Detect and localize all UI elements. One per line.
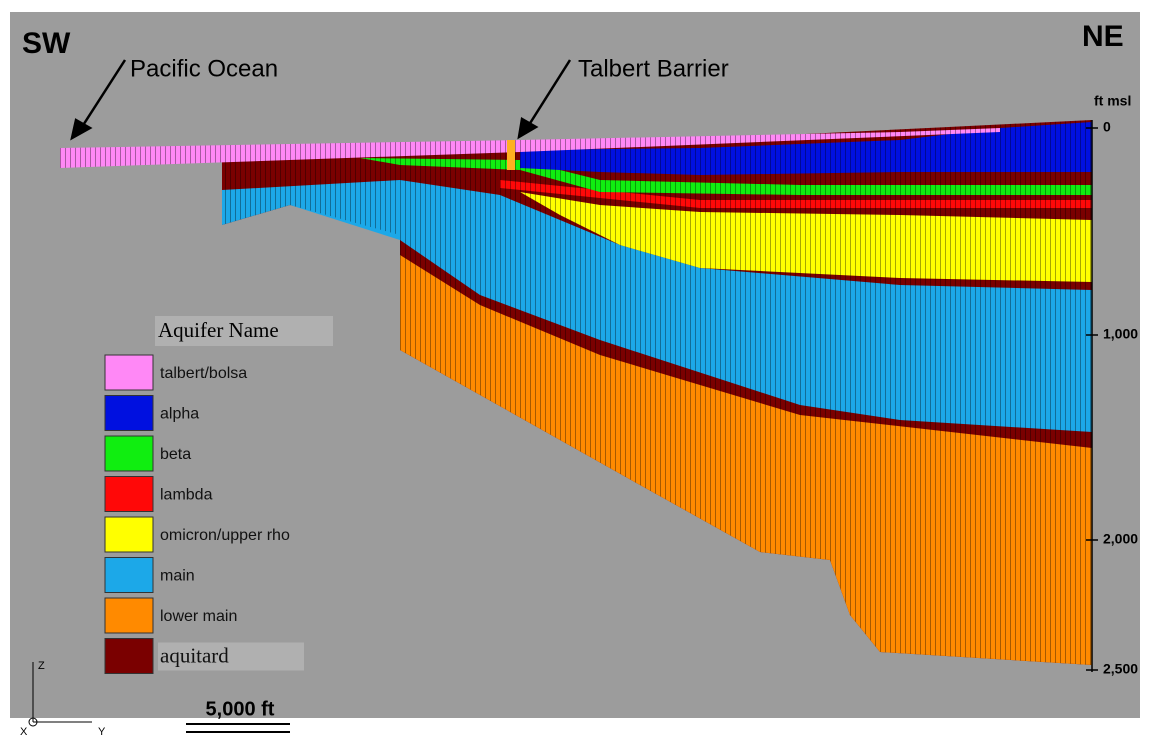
tick-label: 2,000 [1103,531,1138,547]
legend-label: aquitard [160,643,229,667]
legend-label: beta [160,446,191,463]
legend-label: lower main [160,608,237,625]
cross-section-view: SW NE Pacific Ocean Talbert Barrier ft m… [0,0,1155,740]
legend-title: Aquifer Name [158,318,279,342]
tick-label: 2,500 [1103,661,1138,677]
annotation: Talbert Barrier [578,55,729,82]
legend-label: omicron/upper rho [160,527,290,544]
triad-label: Y [98,726,106,738]
legend-swatch [105,477,153,512]
legend-swatch [105,355,153,390]
scale-label: 5,000 ft [206,698,275,720]
legend-swatch [105,598,153,633]
legend-swatch [105,396,153,431]
triad-label: Z [38,660,45,672]
annotation: Pacific Ocean [130,55,278,82]
legend-swatch [105,558,153,593]
legend-swatch [105,639,153,674]
talbert-barrier [507,140,515,170]
direction-label: NE [1082,20,1124,53]
legend-swatch [105,436,153,471]
axis-label: ft msl [1094,93,1131,109]
legend-label: main [160,568,195,585]
tick-label: 1,000 [1103,326,1138,342]
legend-label: alpha [160,406,199,423]
legend-swatch [105,517,153,552]
triad-label: X [20,726,28,738]
direction-label: SW [22,27,71,60]
tick-label: 0 [1103,119,1111,135]
legend-label: talbert/bolsa [160,365,247,382]
legend-label: lambda [160,487,213,504]
